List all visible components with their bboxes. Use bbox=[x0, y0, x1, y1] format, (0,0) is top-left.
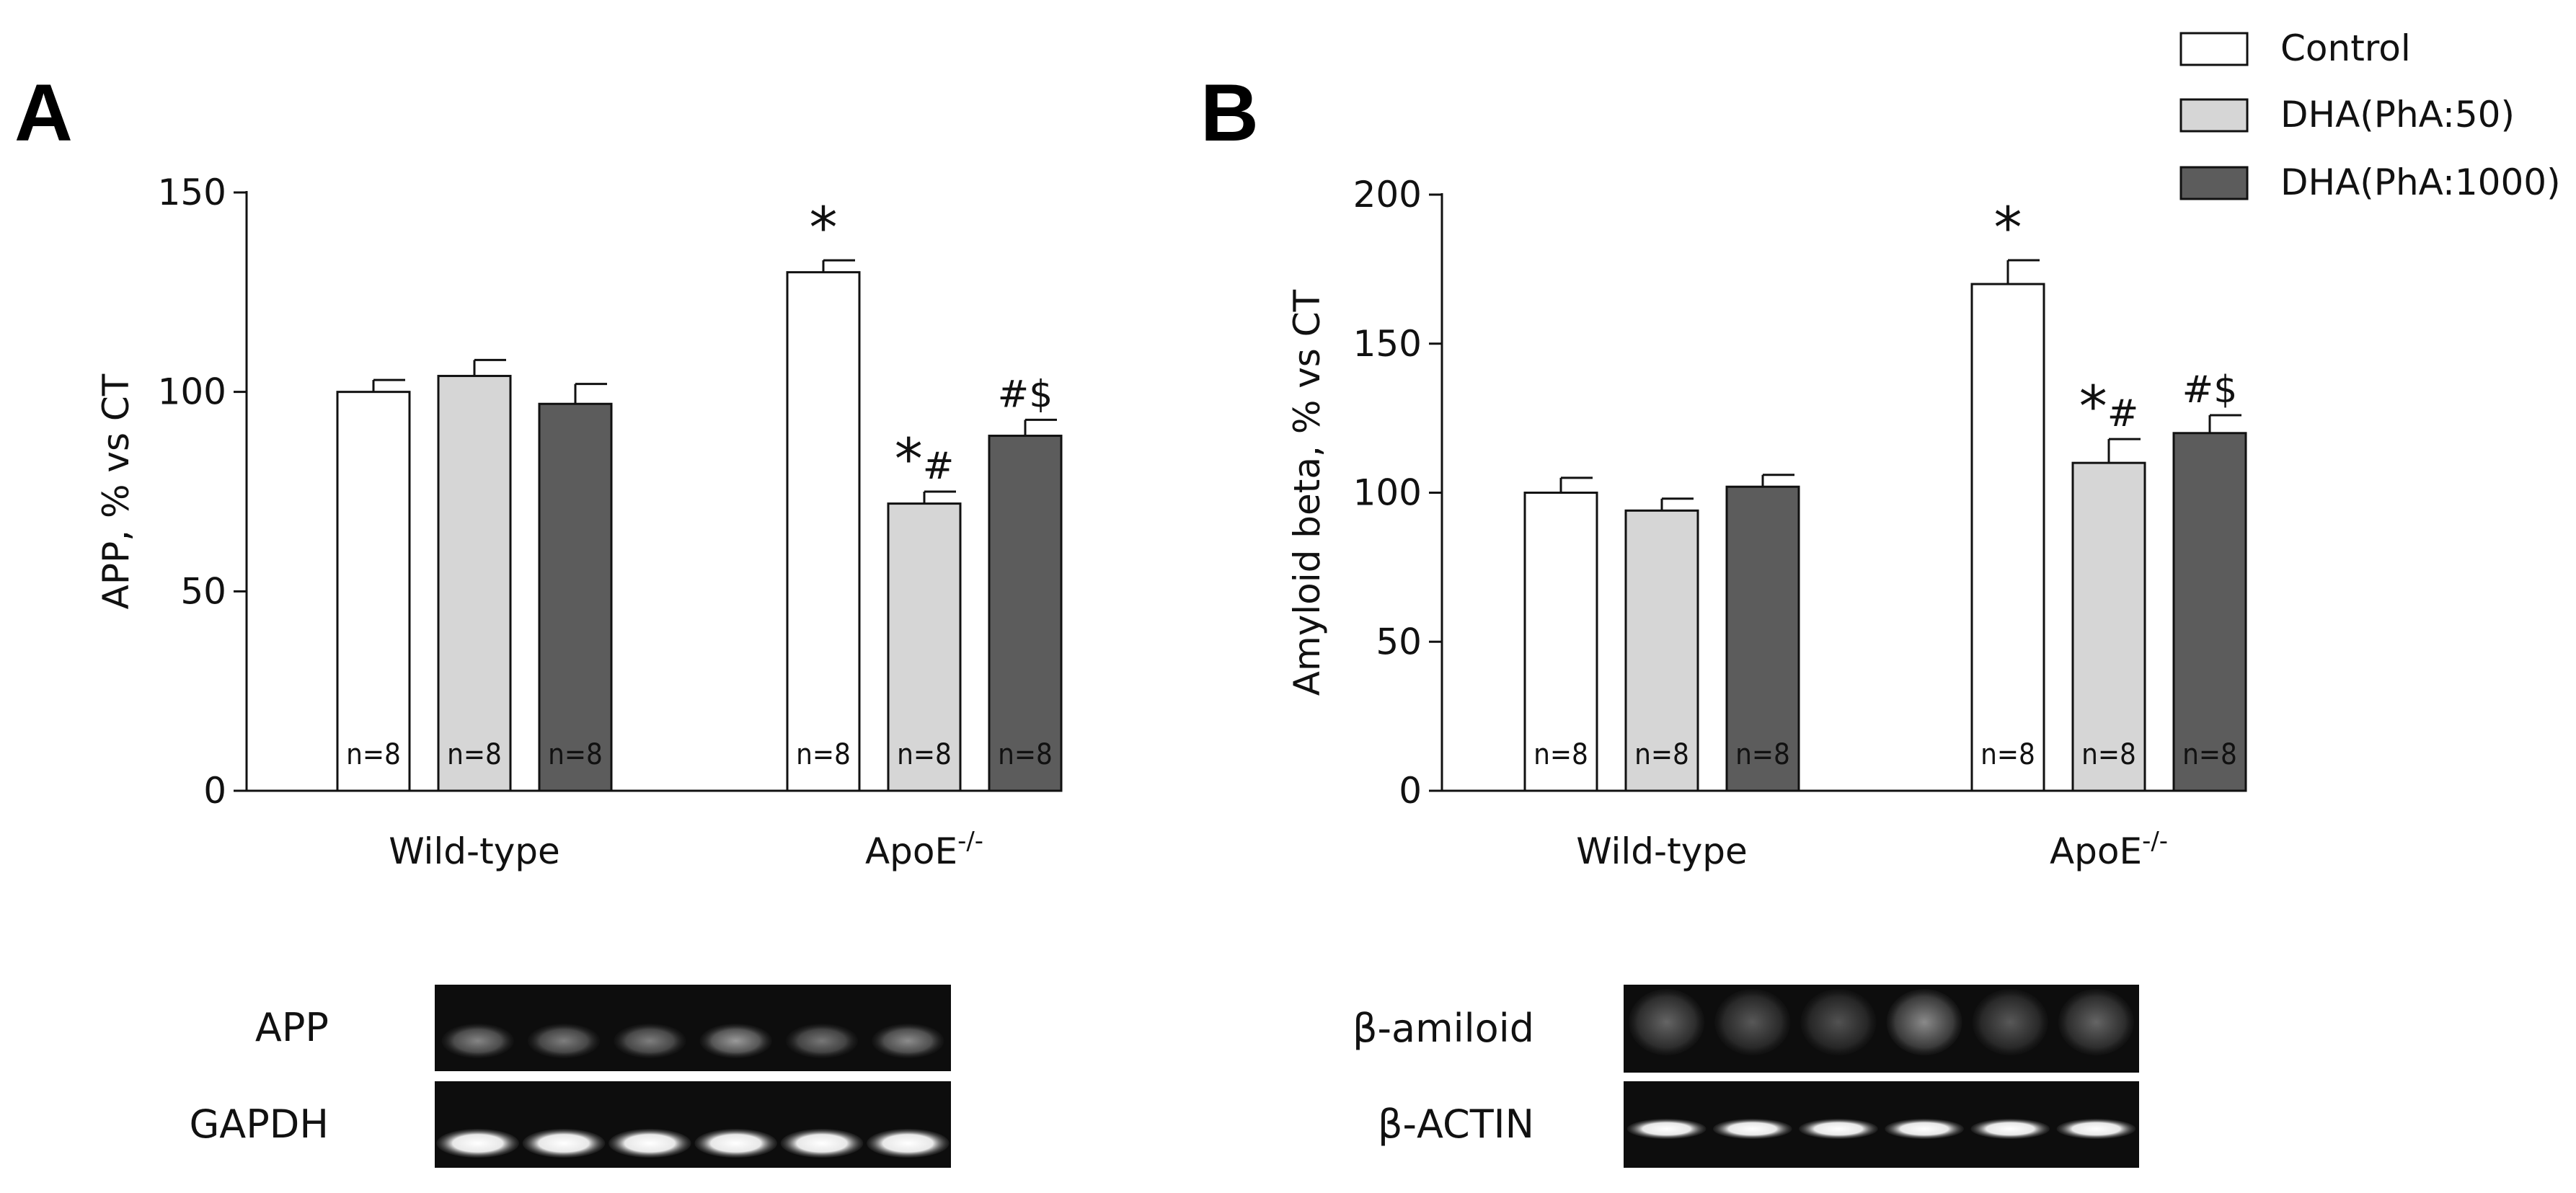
chart-a-app: 0 50 100 150 APP, % vs CT n=8 n=8 n=8 Wild-type n… bbox=[95, 172, 1063, 872]
blot-background bbox=[1624, 1081, 2139, 1168]
bar-dha-pha-1000-apoe bbox=[988, 435, 1063, 792]
n-label: n=8 bbox=[548, 738, 603, 771]
y-tick-label: 150 bbox=[158, 172, 226, 213]
bar-control-apoe bbox=[786, 271, 861, 792]
bar-dha-pha-1000-apoe bbox=[2172, 432, 2247, 792]
blot-band bbox=[780, 1129, 864, 1158]
x-category-label-apoe: ApoE-/- bbox=[2050, 827, 2168, 872]
y-tick-label: 0 bbox=[1399, 770, 1422, 812]
significance-annotation: #$ bbox=[998, 373, 1053, 416]
bar-control-wild-type bbox=[1523, 492, 1598, 792]
blot-label-amiloid: β-amiloid bbox=[1353, 1006, 1534, 1051]
bar-dha-pha-1000-wild-type bbox=[538, 402, 613, 792]
y-tick-label: 150 bbox=[1353, 323, 1422, 365]
y-tick-label: 50 bbox=[180, 570, 226, 612]
legend-label-dha-pha-1000: DHA(PhA:1000) bbox=[2280, 161, 2561, 203]
blot-band bbox=[694, 1129, 777, 1158]
legend: Control DHA(PhA:50) DHA(PhA:1000) bbox=[2179, 27, 2561, 203]
legend-label-control: Control bbox=[2280, 27, 2411, 69]
blot-band bbox=[1800, 989, 1877, 1055]
n-label: n=8 bbox=[796, 738, 851, 771]
significance-annotation: *# bbox=[895, 427, 955, 492]
bar-dha-pha-50-apoe bbox=[2071, 461, 2146, 792]
y-tick-label: 100 bbox=[1353, 472, 1422, 514]
blot-band bbox=[1629, 989, 1705, 1055]
bar-dha-pha-50-wild-type bbox=[1624, 509, 1699, 792]
blot-background bbox=[435, 1081, 951, 1168]
significance-annotation: * bbox=[1994, 196, 2022, 261]
legend-swatch-control bbox=[2179, 32, 2249, 66]
significance-annotation: * bbox=[810, 196, 838, 261]
legend-swatch-dha-pha-50 bbox=[2179, 98, 2249, 133]
y-tick-label: 50 bbox=[1376, 621, 1422, 662]
blot-band bbox=[614, 1024, 686, 1058]
significance-annotation: #$ bbox=[2182, 368, 2238, 412]
x-category-label-apoe: ApoE-/- bbox=[865, 827, 983, 872]
n-label: n=8 bbox=[2081, 738, 2136, 771]
y-axis-label: APP, % vs CT bbox=[95, 373, 137, 609]
n-label: n=8 bbox=[1533, 738, 1588, 771]
blot-band bbox=[867, 1129, 950, 1158]
significance-annotation: *# bbox=[2079, 375, 2139, 440]
bar-control-wild-type bbox=[336, 391, 411, 792]
blot-background bbox=[435, 985, 951, 1071]
blot-band bbox=[436, 1129, 519, 1158]
blot-label-app: APP bbox=[255, 1005, 329, 1050]
n-label: n=8 bbox=[346, 738, 401, 771]
n-label: n=8 bbox=[2182, 738, 2237, 771]
bar-dha-pha-50-apoe bbox=[887, 502, 962, 792]
bar-dha-pha-50-wild-type bbox=[437, 375, 512, 792]
y-tick-label: 200 bbox=[1353, 174, 1422, 216]
blot-band bbox=[1714, 989, 1791, 1055]
blot-label-gapdh: GAPDH bbox=[189, 1101, 329, 1147]
bar-control-apoe bbox=[1970, 283, 2045, 792]
n-label: n=8 bbox=[1980, 738, 2035, 771]
blot-band bbox=[441, 1024, 514, 1058]
x-category-label-wild-type: Wild-type bbox=[1576, 830, 1748, 872]
n-label: n=8 bbox=[447, 738, 502, 771]
blot-band bbox=[1712, 1119, 1792, 1139]
blot-band bbox=[608, 1129, 691, 1158]
blot-band bbox=[785, 1024, 859, 1058]
bar-dha-pha-1000-wild-type bbox=[1725, 485, 1800, 792]
blot-band bbox=[1886, 989, 1962, 1055]
y-axis-label: Amyloid beta, % vs CT bbox=[1286, 289, 1328, 696]
blot-band bbox=[522, 1129, 606, 1158]
y-tick-label: 100 bbox=[158, 371, 226, 413]
x-category-label-wild-type: Wild-type bbox=[389, 830, 560, 872]
n-label: n=8 bbox=[897, 738, 952, 771]
blot-band bbox=[2056, 1119, 2136, 1139]
y-tick-label: 0 bbox=[203, 770, 226, 812]
blot-band bbox=[1970, 1119, 2050, 1139]
n-label: n=8 bbox=[1735, 738, 1790, 771]
blot-band bbox=[1972, 989, 2048, 1055]
blot-band bbox=[1626, 1119, 1707, 1139]
legend-swatch-dha-pha-1000 bbox=[2179, 166, 2249, 200]
n-label: n=8 bbox=[1634, 738, 1689, 771]
panel-letter-a: A bbox=[14, 68, 73, 158]
blot-band bbox=[699, 1024, 772, 1058]
blot-label-actin: β-ACTIN bbox=[1378, 1101, 1534, 1147]
legend-label-dha-pha-50: DHA(PhA:50) bbox=[2280, 94, 2515, 136]
n-label: n=8 bbox=[998, 738, 1053, 771]
blot-background bbox=[1624, 985, 2139, 1073]
blot-band bbox=[1799, 1119, 1878, 1139]
blot-band bbox=[872, 1024, 944, 1058]
western-blot-a: APP GAPDH bbox=[189, 985, 951, 1168]
western-blot-b: β-amiloid β-ACTIN bbox=[1353, 985, 2139, 1168]
blot-band bbox=[2058, 989, 2134, 1055]
panel-letter-b: B bbox=[1200, 68, 1259, 158]
chart-b-amyloid-beta: 0 50 100 150 200 Amyloid beta, % vs CT n=8 n=8 n… bbox=[1286, 174, 2247, 872]
blot-band bbox=[1885, 1119, 1964, 1139]
blot-band bbox=[527, 1024, 601, 1058]
